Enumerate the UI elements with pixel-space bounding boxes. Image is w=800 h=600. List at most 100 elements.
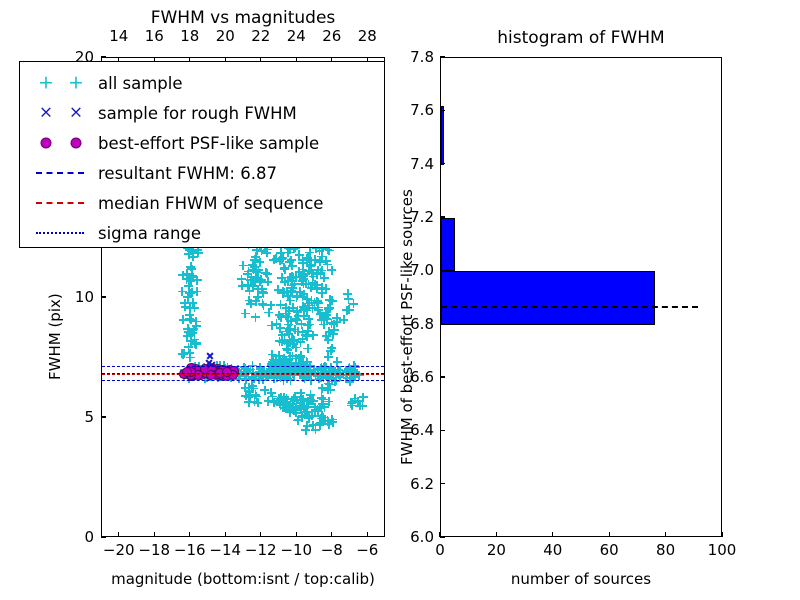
left-ytick: 10 (74, 288, 94, 306)
scatter-point-dot (214, 366, 225, 377)
right-ytick: 7.4 (410, 154, 434, 173)
reference-line-dashdot (102, 380, 384, 382)
scatter-point-dot (198, 368, 209, 379)
scatter-point-dot (208, 363, 219, 374)
right-ytick: 6.4 (410, 421, 434, 440)
scatter-point-dot (179, 369, 190, 380)
cross-marker-icon: × (38, 102, 54, 123)
left-xtick-bottom: −14 (209, 541, 242, 559)
right-ytick: 6.0 (410, 528, 434, 546)
left-xtick-bottom: −12 (244, 541, 277, 559)
right-ytick: 6.2 (410, 474, 434, 493)
right-ytick: 6.6 (410, 368, 434, 386)
line-sample-icon (36, 232, 84, 234)
left-xtick-mark-top (295, 57, 297, 62)
scatter-point-dot (207, 365, 218, 376)
left-xtick-bottom: −18 (138, 541, 171, 559)
scatter-point-dot (210, 370, 221, 381)
scatter-point-dot (212, 364, 223, 375)
scatter-point-dot (188, 370, 199, 381)
scatter-point-dot (205, 365, 216, 376)
histogram-bar (441, 218, 456, 272)
scatter-point-dot (190, 363, 201, 374)
histogram-axes[interactable] (440, 57, 722, 537)
legend-item[interactable]: median FHWM of sequence (20, 188, 384, 218)
right-ytick: 7.8 (410, 48, 434, 66)
scatter-point-dot (194, 367, 205, 378)
scatter-point-dot (200, 368, 211, 379)
histogram-bar (441, 106, 444, 165)
legend-item[interactable]: × × sample for rough FWHM (20, 98, 384, 128)
legend-item[interactable]: + + all sample (20, 68, 384, 98)
right-ytick-mark (440, 163, 445, 165)
scatter-point-dot (228, 365, 239, 376)
scatter-point-dot (209, 366, 220, 377)
scatter-point-dot (217, 365, 228, 375)
scatter-point-dot (187, 369, 198, 380)
scatter-point-dot (183, 367, 194, 378)
scatter-point-dot (194, 368, 205, 379)
reference-line-dashed (102, 373, 384, 375)
left-xtick-bottom: −16 (173, 541, 206, 559)
legend-item-label: all sample (98, 73, 183, 93)
legend-item[interactable]: best-effort PSF-like sample (20, 128, 384, 158)
left-ytick: 0 (84, 528, 94, 546)
legend-item[interactable]: resultant FWHM: 6.87 (20, 158, 384, 188)
scatter-point-dot (185, 371, 196, 382)
scatter-point-dot (187, 366, 198, 377)
left-xtick-bottom: −6 (356, 541, 379, 559)
right-xtick: 20 (486, 541, 506, 559)
legend-box[interactable]: + + all sample × × sample for rough FWHM best-… (19, 61, 385, 248)
left-xtick-mark-bottom (153, 532, 155, 537)
scatter-point-dot (217, 367, 228, 378)
scatter-point-dot (221, 366, 232, 377)
right-ytick-mark (440, 323, 445, 325)
right-xtick: 100 (707, 541, 737, 559)
left-xtick-top: 16 (144, 27, 164, 45)
left-xtick-mark-top (118, 57, 120, 62)
scatter-point-dot (213, 368, 224, 379)
scatter-point-dot (213, 369, 224, 380)
reference-line-dashed (102, 373, 384, 375)
left-ytick-mark (101, 56, 106, 58)
right-xtick-mark (495, 532, 498, 537)
right-ytick-mark (440, 269, 445, 271)
histogram-bars-layer (441, 58, 721, 536)
scatter-point-dot (204, 366, 215, 377)
legend-item-label: sample for rough FWHM (98, 103, 297, 123)
scatter-point-dot (193, 366, 204, 377)
right-ytick-mark (440, 536, 445, 538)
scatter-point-dot (228, 369, 239, 380)
left-xtick-mark-bottom (331, 532, 333, 537)
reference-line-dashdot (102, 366, 384, 368)
scatter-point-dot (221, 371, 232, 382)
scatter-point-dot (201, 365, 212, 376)
left-yaxis-label: FWHM (pix) (46, 293, 64, 380)
scatter-point-dot (196, 370, 207, 381)
right-xaxis-label: number of sources (510, 570, 652, 588)
median-dashed-line (441, 306, 698, 308)
right-panel-title: histogram of FWHM (497, 28, 665, 48)
right-xtick: 40 (543, 541, 563, 559)
line-sample-icon (36, 172, 84, 174)
right-xtick: 80 (656, 541, 676, 559)
legend-item[interactable]: sigma range (20, 218, 384, 248)
left-xtick-bottom: −8 (320, 541, 343, 559)
legend-symbol (20, 158, 98, 188)
scatter-point-dot (196, 370, 207, 381)
left-ytick-mark (101, 296, 106, 298)
left-xtick-mark-top (366, 57, 368, 62)
right-ytick-mark (440, 483, 445, 485)
right-xtick-mark (552, 532, 554, 537)
scatter-point-dot (185, 370, 196, 381)
left-xtick-mark-bottom (224, 532, 226, 537)
scatter-point-dot (186, 367, 197, 378)
legend-symbol (20, 128, 98, 158)
scatter-point-dot (184, 367, 195, 378)
right-ytick-mark (440, 429, 445, 431)
scatter-point-dot (210, 366, 221, 377)
scatter-point-dot (200, 363, 211, 374)
left-xtick-top: 22 (251, 27, 271, 45)
scatter-point-dot (202, 367, 213, 378)
